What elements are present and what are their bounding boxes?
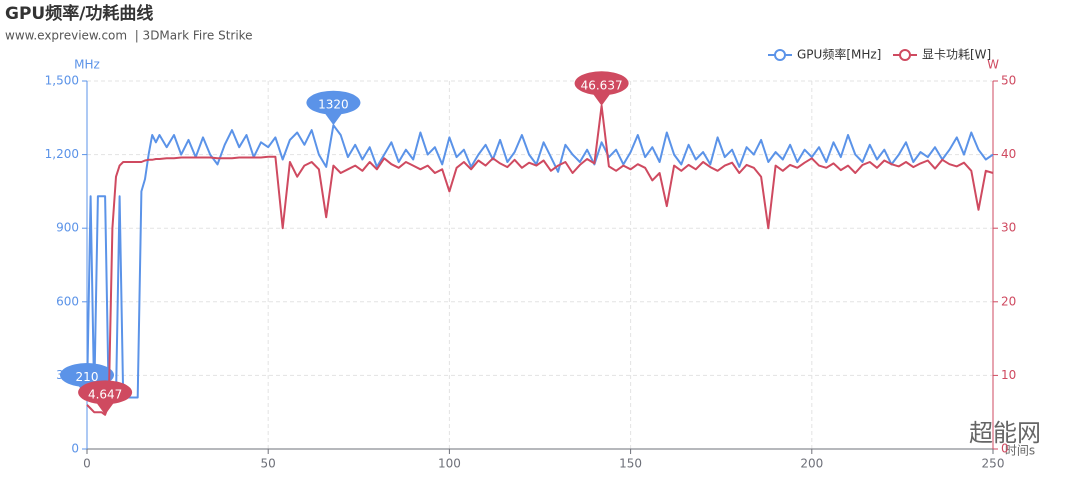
watermark: 超能网: [969, 419, 1041, 447]
y2-tick-label: 30: [1001, 221, 1016, 235]
y2-axis-label: W: [987, 58, 999, 72]
x-axis-label: 时间s: [1005, 444, 1035, 458]
mark-point-label: 210: [76, 370, 99, 384]
x-tick-label: 250: [982, 457, 1005, 471]
series-line: [86, 124, 994, 399]
mark-point: [306, 90, 361, 126]
chart-title: GPU频率/功耗曲线: [5, 3, 153, 24]
y2-tick-label: 0: [1001, 442, 1009, 456]
x-tick-label: 0: [83, 457, 91, 471]
mark-point: [60, 363, 114, 398]
chart-subtitle: www.expreview.com | 3DMark Fire Strike: [5, 29, 253, 43]
legend-label: 显卡功耗[W]: [922, 48, 991, 62]
mark-point: [78, 380, 133, 415]
legend-swatch: [774, 49, 786, 61]
x-tick-label: 200: [800, 457, 823, 471]
mark-point-label: 46.637: [581, 78, 623, 92]
x-tick-label: 50: [261, 457, 276, 471]
x-tick-label: 100: [438, 457, 461, 471]
y-axis-label: MHz: [74, 58, 100, 72]
y-tick-label: 600: [56, 294, 79, 308]
mark-point: [574, 71, 629, 106]
series-line: [86, 104, 994, 416]
legend-label: GPU频率[MHz]: [797, 47, 881, 62]
mark-point-label: 4.647: [88, 387, 122, 401]
y2-tick-label: 10: [1001, 368, 1016, 382]
y-tick-label: 1,500: [45, 74, 79, 88]
y-tick-label: 0: [71, 442, 79, 456]
y2-tick-label: 50: [1001, 74, 1016, 88]
mark-point-label: 1320: [318, 98, 349, 112]
y-tick-label: 900: [56, 221, 79, 235]
legend-swatch: [899, 49, 911, 61]
y2-tick-label: 20: [1001, 294, 1016, 308]
y2-tick-label: 40: [1001, 147, 1016, 161]
y-tick-label: 1,200: [45, 147, 79, 161]
x-tick-label: 150: [619, 457, 642, 471]
